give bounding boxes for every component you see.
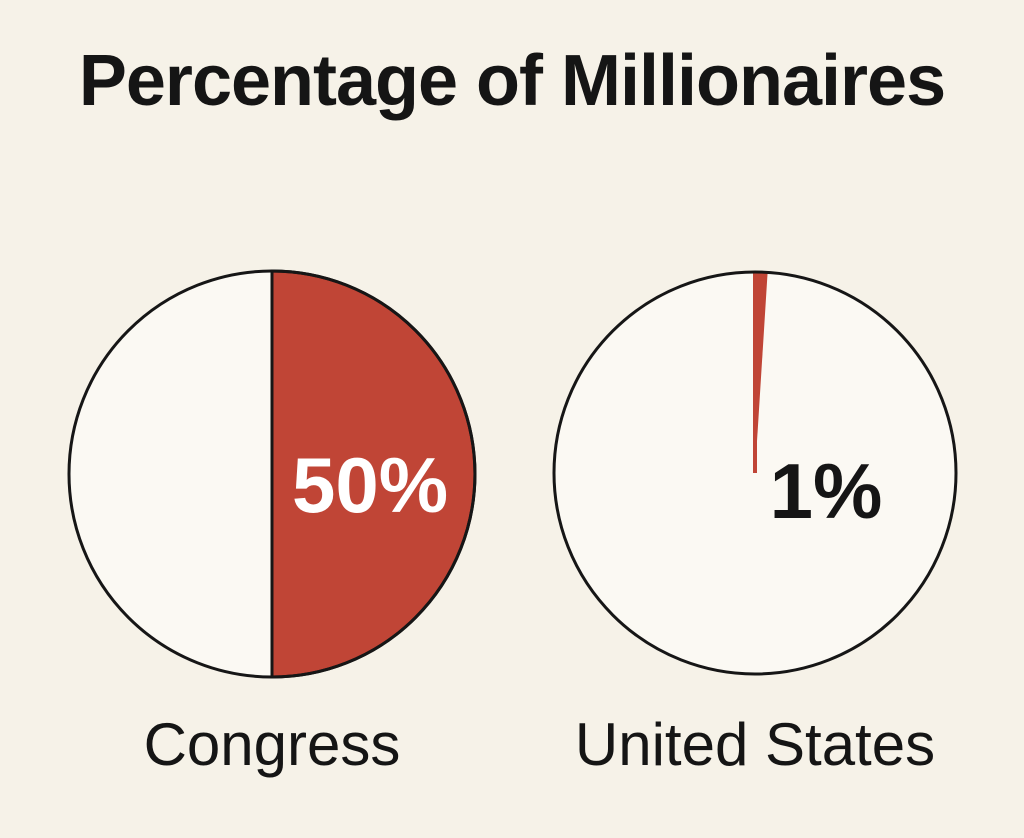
pie-congress-outline xyxy=(67,269,477,679)
pie-congress-category-label: Congress xyxy=(144,711,401,778)
pie-united-states-value-label: 1% xyxy=(770,447,883,535)
pie-congress-value-label: 50% xyxy=(292,441,448,529)
pie-united-states: 1% United States xyxy=(552,270,958,778)
chart-title: Percentage of Millionaires xyxy=(78,41,946,121)
pie-united-states-value-slice xyxy=(755,272,768,473)
pie-united-states-category-label: United States xyxy=(575,711,935,778)
pie-united-states-outline xyxy=(552,270,958,676)
pie-congress: 50% Congress xyxy=(67,269,477,778)
